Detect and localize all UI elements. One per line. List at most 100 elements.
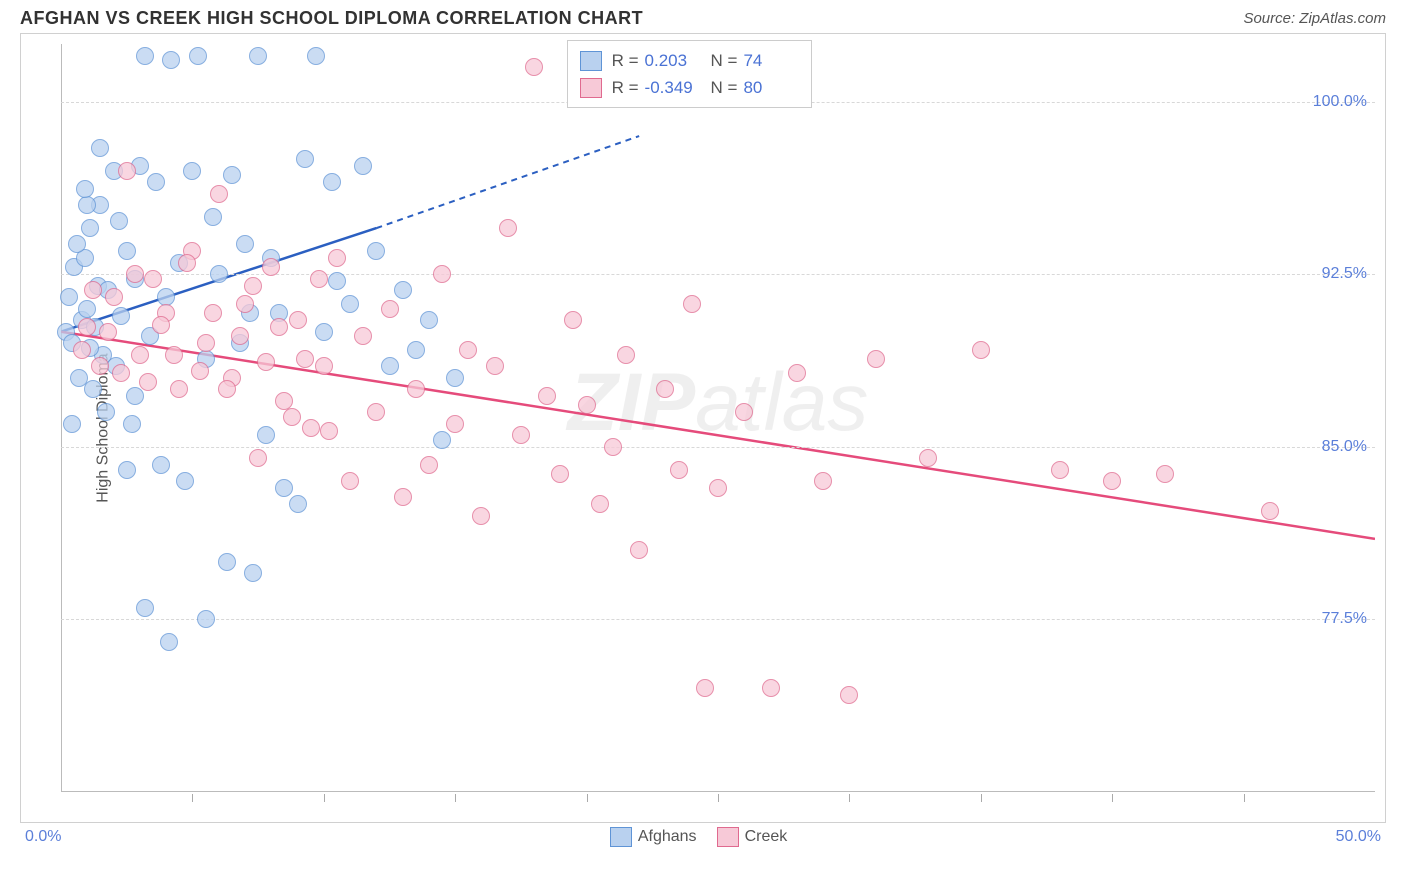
chart-container: High School Diploma ZIPatlas 77.5%85.0%9…	[20, 33, 1386, 823]
data-point	[99, 323, 117, 341]
grid-line	[61, 274, 1375, 275]
data-point	[407, 380, 425, 398]
data-point	[328, 249, 346, 267]
data-point	[459, 341, 477, 359]
data-point	[919, 449, 937, 467]
data-point	[367, 403, 385, 421]
x-tick	[981, 794, 982, 802]
data-point	[136, 47, 154, 65]
data-point	[407, 341, 425, 359]
data-point	[354, 327, 372, 345]
data-point	[289, 311, 307, 329]
data-point	[244, 564, 262, 582]
data-point	[152, 316, 170, 334]
data-point	[762, 679, 780, 697]
data-point	[788, 364, 806, 382]
x-tick	[192, 794, 193, 802]
data-point	[197, 334, 215, 352]
y-tick-label: 100.0%	[1313, 93, 1367, 111]
data-point	[446, 369, 464, 387]
data-point	[302, 419, 320, 437]
x-tick	[718, 794, 719, 802]
data-point	[76, 180, 94, 198]
data-point	[499, 219, 517, 237]
legend-swatch-creek	[717, 827, 739, 847]
data-point	[341, 295, 359, 313]
data-point	[112, 307, 130, 325]
data-point	[218, 380, 236, 398]
data-point	[1156, 465, 1174, 483]
y-tick-label: 92.5%	[1322, 265, 1367, 283]
data-point	[564, 311, 582, 329]
data-point	[126, 387, 144, 405]
grid-line	[61, 447, 1375, 448]
data-point	[814, 472, 832, 490]
data-point	[249, 47, 267, 65]
data-point	[204, 208, 222, 226]
data-point	[381, 300, 399, 318]
data-point	[110, 212, 128, 230]
data-point	[315, 357, 333, 375]
data-point	[236, 235, 254, 253]
data-point	[204, 304, 222, 322]
data-point	[84, 281, 102, 299]
data-point	[315, 323, 333, 341]
data-point	[244, 277, 262, 295]
data-point	[131, 346, 149, 364]
data-point	[197, 610, 215, 628]
data-point	[551, 465, 569, 483]
data-point	[472, 507, 490, 525]
swatch-afghans	[580, 51, 602, 71]
series-legend: Afghans Creek	[610, 827, 787, 847]
data-point	[420, 311, 438, 329]
trend-lines	[61, 44, 1375, 792]
data-point	[236, 295, 254, 313]
data-point	[165, 346, 183, 364]
watermark: ZIPatlas	[568, 356, 869, 450]
stats-row-afghans: R = 0.203 N = 74	[580, 47, 800, 74]
data-point	[381, 357, 399, 375]
data-point	[162, 51, 180, 69]
data-point	[394, 488, 412, 506]
swatch-creek	[580, 78, 602, 98]
x-tick	[1112, 794, 1113, 802]
data-point	[178, 254, 196, 272]
data-point	[105, 288, 123, 306]
data-point	[231, 327, 249, 345]
data-point	[223, 166, 241, 184]
x-tick	[849, 794, 850, 802]
data-point	[147, 173, 165, 191]
data-point	[341, 472, 359, 490]
data-point	[270, 318, 288, 336]
data-point	[81, 219, 99, 237]
data-point	[446, 415, 464, 433]
data-point	[275, 479, 293, 497]
data-point	[68, 235, 86, 253]
data-point	[191, 362, 209, 380]
data-point	[283, 408, 301, 426]
data-point	[126, 265, 144, 283]
data-point	[656, 380, 674, 398]
data-point	[1261, 502, 1279, 520]
data-point	[183, 162, 201, 180]
data-point	[307, 47, 325, 65]
data-point	[249, 449, 267, 467]
legend-item-afghans: Afghans	[610, 827, 697, 847]
x-tick	[587, 794, 588, 802]
stats-row-creek: R = -0.349 N = 80	[580, 74, 800, 101]
x-axis-min: 0.0%	[25, 828, 61, 846]
data-point	[144, 270, 162, 288]
data-point	[420, 456, 438, 474]
data-point	[257, 353, 275, 371]
data-point	[210, 185, 228, 203]
data-point	[218, 553, 236, 571]
y-tick-label: 85.0%	[1322, 438, 1367, 456]
data-point	[683, 295, 701, 313]
data-point	[867, 350, 885, 368]
data-point	[112, 364, 130, 382]
data-point	[310, 270, 328, 288]
data-point	[189, 47, 207, 65]
data-point	[578, 396, 596, 414]
source-label: Source: ZipAtlas.com	[1243, 10, 1386, 27]
legend-item-creek: Creek	[717, 827, 788, 847]
